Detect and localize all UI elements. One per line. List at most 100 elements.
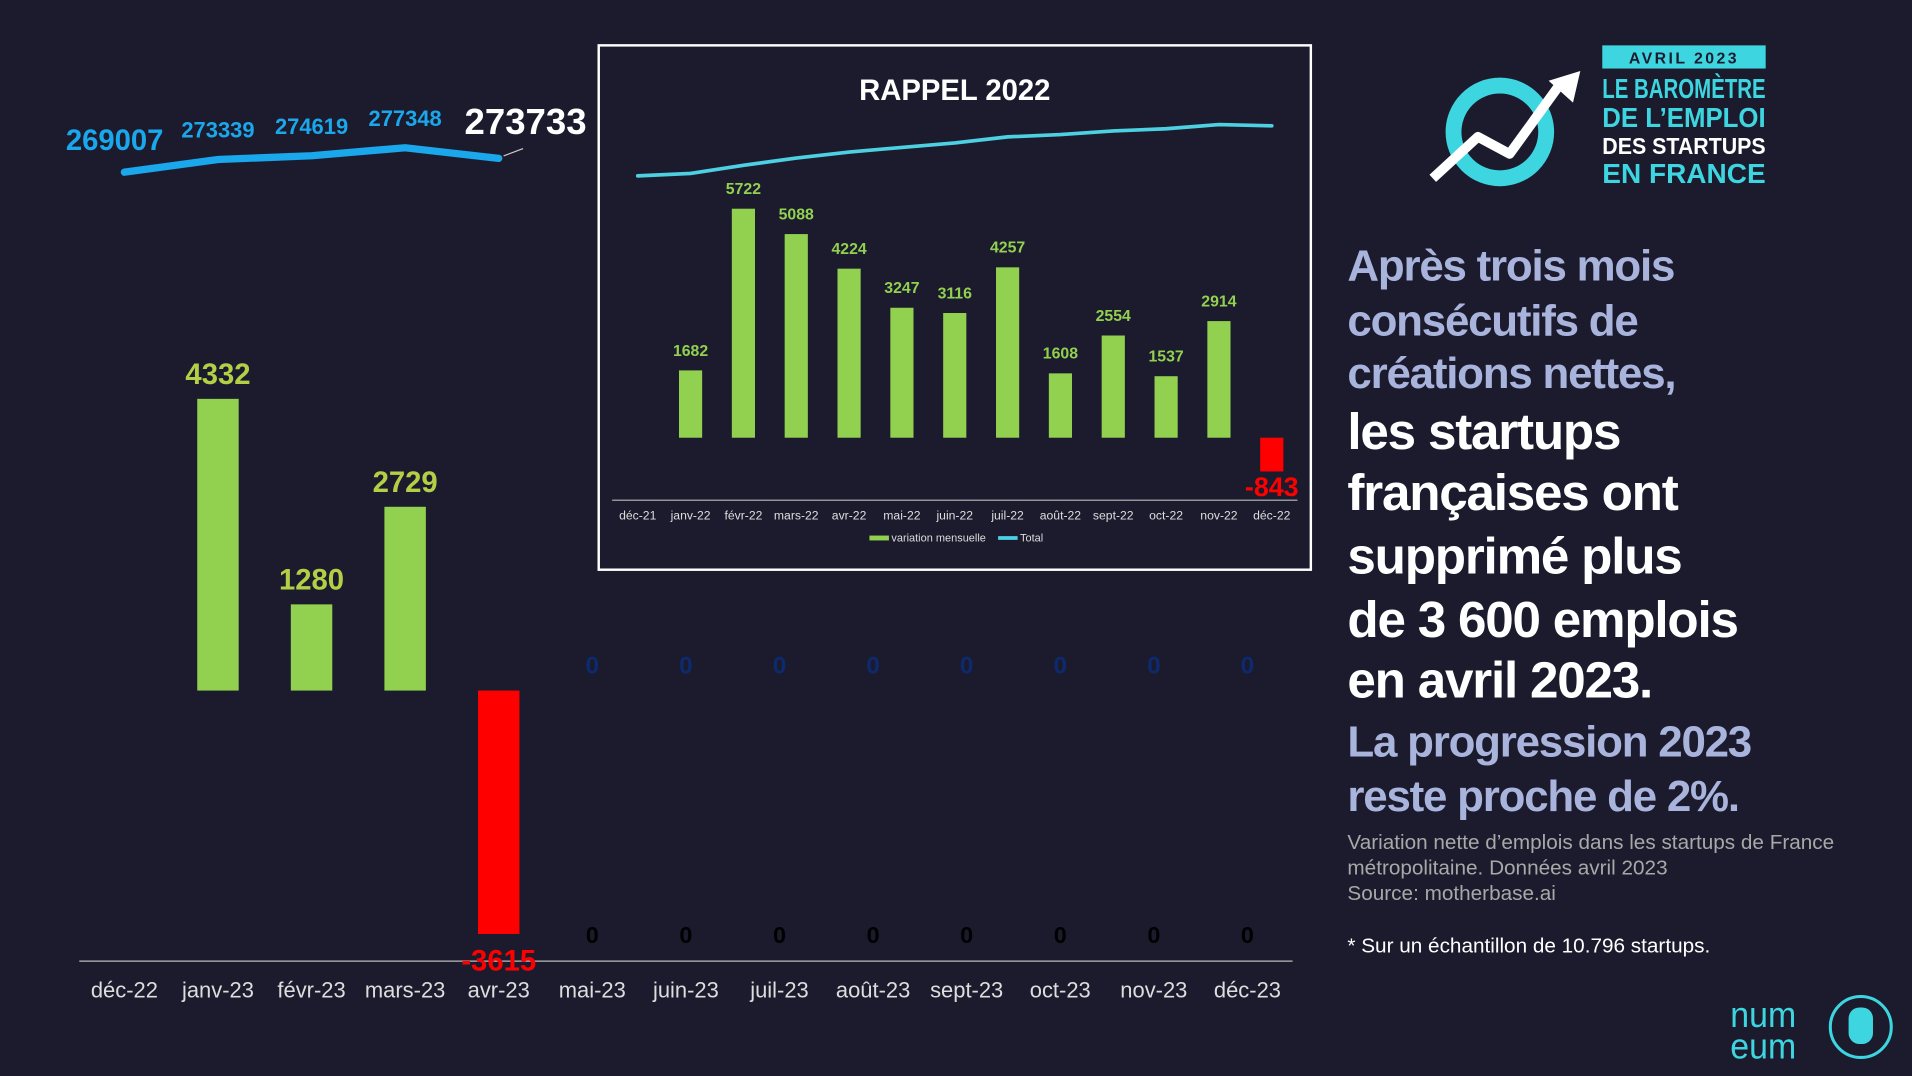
data-label: -843 [1245, 472, 1299, 502]
mascot-ring [1828, 994, 1893, 1059]
data-label: 269007 [66, 125, 164, 157]
bar [1048, 373, 1073, 438]
x-tick-label: sept-23 [930, 978, 1003, 1003]
x-tick-label: mai-23 [559, 978, 626, 1003]
data-label: 0 [679, 922, 692, 948]
x-tick-label: juin-23 [652, 978, 719, 1003]
bar [678, 370, 703, 438]
line [120, 144, 503, 176]
bar [837, 268, 861, 438]
headline: Après trois mois consécutifs decréations … [1347, 242, 1752, 821]
data-label: 273733 [465, 101, 587, 142]
bar [1207, 321, 1231, 438]
x-tick-label: août-22 [1040, 509, 1082, 523]
mascot [1848, 1007, 1873, 1045]
headline-line: Après trois mois [1347, 242, 1674, 291]
bar [478, 690, 520, 934]
headline-line: reste proche de 2%. [1347, 772, 1738, 821]
data-label: 2729 [373, 467, 438, 499]
x-tick-label: mars-23 [365, 978, 445, 1003]
x-tick-label: janv-23 [181, 978, 254, 1003]
data-label: 1537 [1148, 349, 1183, 366]
logo-arrow-head [1548, 70, 1581, 103]
data-label: 4332 [185, 359, 250, 391]
badge: AVRIL 2023 [1629, 51, 1739, 68]
x-tick-label: janv-22 [670, 509, 711, 523]
headline-line: La progression 2023 [1347, 717, 1751, 766]
x-tick-label: avr-22 [832, 509, 867, 523]
logo-line: EN FRANCE [1602, 158, 1765, 189]
legend-swatch [869, 535, 889, 541]
headline-line: supprimé plus [1347, 527, 1681, 584]
data-label: 1682 [673, 343, 708, 360]
bar [731, 208, 755, 438]
headline-line: en avril 2023. [1347, 652, 1652, 709]
x-tick-label: déc-22 [91, 978, 158, 1003]
source-line: métropolitaine. Données avril 2023 [1347, 857, 1667, 880]
data-label: 1280 [279, 565, 344, 597]
data-label: 0 [1147, 922, 1160, 948]
data-label: -3615 [461, 946, 536, 978]
line [635, 122, 1274, 178]
x-tick-label: sept-22 [1093, 509, 1134, 523]
x-tick-label: oct-23 [1030, 978, 1091, 1003]
headline-line: françaises ont [1347, 464, 1678, 521]
logo-line: DE L’EMPLOI [1602, 102, 1765, 133]
x-tick-label: févr-22 [724, 509, 762, 523]
x-tick-label: août-23 [836, 978, 910, 1003]
inset-frame [597, 44, 1313, 571]
bar [1101, 335, 1125, 438]
bar [197, 398, 239, 691]
legend-label: Total [1020, 533, 1043, 545]
data-label: 0 [679, 652, 693, 679]
data-label: 0 [773, 922, 786, 948]
headline-line: consécutifs de [1347, 297, 1637, 346]
footnote: * Sur un échantillon de 10.796 startups. [1347, 935, 1710, 958]
bar [890, 307, 914, 438]
x-tick-label: nov-22 [1200, 509, 1237, 523]
data-label: 0 [1053, 652, 1067, 679]
data-label: 0 [960, 652, 974, 679]
data-label: 3247 [884, 280, 919, 297]
data-label: 274619 [275, 114, 348, 139]
x-tick-label: mars-22 [774, 509, 819, 523]
bar [784, 234, 808, 438]
label-leader [503, 148, 524, 157]
bar [384, 506, 426, 691]
data-label: 3116 [938, 285, 973, 302]
x-tick-label: déc-21 [619, 509, 656, 523]
x-tick-label: déc-22 [1253, 509, 1290, 523]
bar [943, 313, 967, 438]
data-label: 2914 [1201, 293, 1236, 310]
x-tick-label: févr-23 [277, 978, 345, 1003]
data-label: 0 [1054, 922, 1067, 948]
data-label: 0 [1241, 922, 1254, 948]
headline-line: de 3 600 emplois [1347, 591, 1737, 648]
source-line: Variation nette d’emplois dans les start… [1347, 831, 1834, 854]
x-tick-label: juin-22 [935, 509, 973, 523]
brand-line: eum [1730, 1026, 1796, 1067]
data-label: 273339 [181, 118, 254, 143]
inset-title: RAPPEL 2022 [859, 75, 1050, 107]
data-label: 277348 [369, 106, 442, 131]
badge-box [1602, 45, 1766, 69]
data-label: 4257 [990, 240, 1025, 257]
legend-label: variation mensuelle [891, 533, 986, 545]
data-label: 0 [867, 922, 880, 948]
source-line: Source: motherbase.ai [1347, 882, 1555, 905]
bar [996, 267, 1020, 438]
data-label: 0 [960, 922, 973, 948]
brand-line: num [1730, 994, 1796, 1035]
logo-line: LE BAROMÈTRE [1602, 73, 1765, 104]
x-tick-label: déc-23 [1214, 978, 1281, 1003]
data-label: 0 [586, 922, 599, 948]
x-tick-label: nov-23 [1120, 978, 1187, 1003]
data-label: 4224 [831, 241, 866, 258]
logo-ring [1445, 77, 1555, 187]
data-label: 5722 [726, 181, 761, 198]
data-label: 1608 [1043, 346, 1078, 363]
